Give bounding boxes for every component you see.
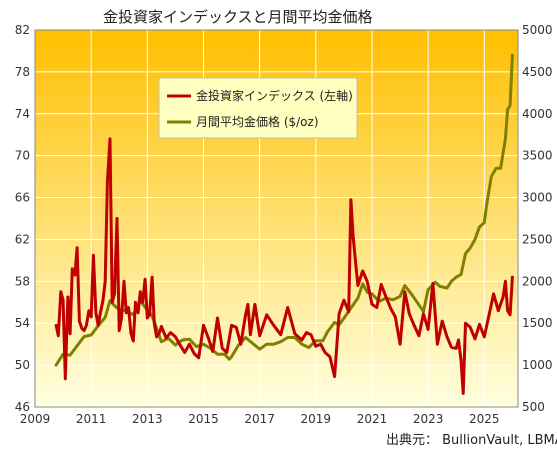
right-tick-label: 2000 <box>522 274 553 288</box>
x-tick-label: 2019 <box>301 412 332 426</box>
right-tick-label: 1000 <box>522 358 553 372</box>
legend: 金投資家インデックス (左軸) 月間平均金価格 ($/oz) <box>158 77 358 139</box>
x-tick-label: 2013 <box>132 412 163 426</box>
left-tick-label: 62 <box>15 232 30 246</box>
series-lines <box>54 53 514 395</box>
x-tick-label: 2015 <box>188 412 219 426</box>
x-tick-label: 2017 <box>244 412 275 426</box>
plot-border <box>34 29 519 408</box>
left-tick-label: 70 <box>15 149 30 163</box>
right-tick-label: 1500 <box>522 316 553 330</box>
series-line-index <box>54 137 514 395</box>
left-tick-label: 74 <box>15 107 30 121</box>
x-tick-label: 2009 <box>20 412 51 426</box>
x-tick-label: 2011 <box>76 412 107 426</box>
left-tick-label: 46 <box>15 400 30 414</box>
right-tick-label: 3500 <box>522 149 553 163</box>
x-tick-label: 2025 <box>469 412 500 426</box>
left-tick-label: 82 <box>15 23 30 37</box>
left-tick-label: 50 <box>15 358 30 372</box>
left-tick-label: 54 <box>15 316 30 330</box>
legend-label-index: 金投資家インデックス (左軸) <box>196 88 353 103</box>
x-axis: 2009 2011 2013 2015 2017 2019 2021 2023 2025 <box>20 412 500 426</box>
left-tick-label: 66 <box>15 191 30 205</box>
left-tick-label: 78 <box>15 65 30 79</box>
source-credit: 出典元： BullionVault, LBMA <box>386 433 557 448</box>
legend-box <box>158 77 358 139</box>
x-tick-label: 2021 <box>357 412 388 426</box>
chart-title: 金投資家インデックスと月間平均金価格 <box>103 8 373 26</box>
right-tick-label: 2500 <box>522 232 553 246</box>
right-tick-label: 5000 <box>522 23 553 37</box>
right-tick-label: 3000 <box>522 191 553 205</box>
right-tick-label: 4500 <box>522 65 553 79</box>
x-tick-label: 2023 <box>413 412 444 426</box>
left-axis: 46 50 54 58 62 66 70 74 78 82 <box>15 23 30 414</box>
right-tick-label: 500 <box>522 400 545 414</box>
legend-label-price: 月間平均金価格 ($/oz) <box>196 114 319 129</box>
right-tick-label: 4000 <box>522 107 553 121</box>
right-axis: 500 1000 1500 2000 2500 3000 3500 4000 4500 5000 <box>522 23 553 414</box>
left-tick-label: 58 <box>15 274 30 288</box>
